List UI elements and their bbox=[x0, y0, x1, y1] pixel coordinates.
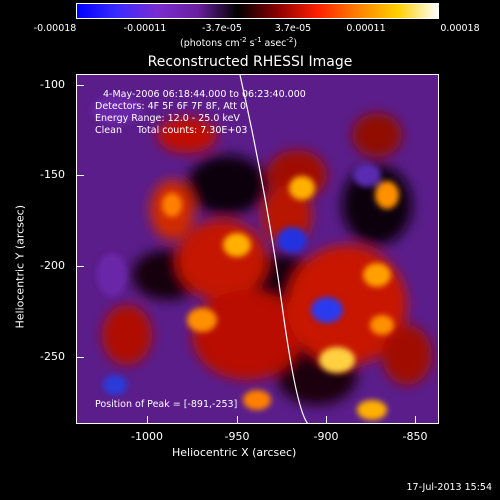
y-axis-label: Heliocentric Y (arcsec) bbox=[13, 204, 27, 329]
colorbar-tick: 0.00018 bbox=[440, 23, 480, 34]
colorbar-unit-label: (photons cm-2 s-1 asec-2) bbox=[180, 36, 298, 50]
y-tick-label: -250 bbox=[40, 350, 65, 363]
x-axis-label: Heliocentric X (arcsec) bbox=[172, 446, 297, 459]
colorbar-tick: -3.7e-05 bbox=[202, 23, 242, 34]
peak-position-label: Position of Peak = [-891,-253] bbox=[95, 399, 238, 410]
rhessi-image-map bbox=[77, 75, 438, 423]
colorbar bbox=[76, 3, 439, 19]
x-tick-label: -1000 bbox=[131, 430, 163, 443]
y-tick-label: -100 bbox=[40, 78, 65, 91]
info-detectors: Detectors: 4F 5F 6F 7F 8F, Att 0 bbox=[95, 101, 247, 112]
colorbar-tick: -0.00018 bbox=[33, 23, 77, 34]
colorbar-tick: -0.00011 bbox=[123, 23, 167, 34]
y-tick-label: -200 bbox=[40, 259, 65, 272]
info-energy-range: Energy Range: 12.0 - 25.0 keV bbox=[95, 113, 240, 124]
solar-limb-line bbox=[239, 75, 309, 423]
x-tick-label: -950 bbox=[224, 430, 250, 443]
info-time-range: 4-May-2006 06:18:44.000 to 06:23:40.000 bbox=[103, 89, 306, 100]
x-tick-label: -900 bbox=[313, 430, 339, 443]
x-tick-label: -850 bbox=[402, 430, 428, 443]
y-tick-label: -150 bbox=[40, 168, 65, 181]
colorbar-tick: 0.00011 bbox=[346, 23, 386, 34]
info-total-counts: Clean Total counts: 7.30E+03 bbox=[95, 125, 248, 136]
colorbar-tick: 3.7e-05 bbox=[274, 23, 312, 34]
timestamp: 17-Jul-2013 15:54 bbox=[406, 482, 492, 493]
image-title: Reconstructed RHESSI Image bbox=[147, 54, 353, 70]
rhessi-image: 4-May-2006 06:18:44.000 to 06:23:40.000 … bbox=[76, 74, 439, 424]
